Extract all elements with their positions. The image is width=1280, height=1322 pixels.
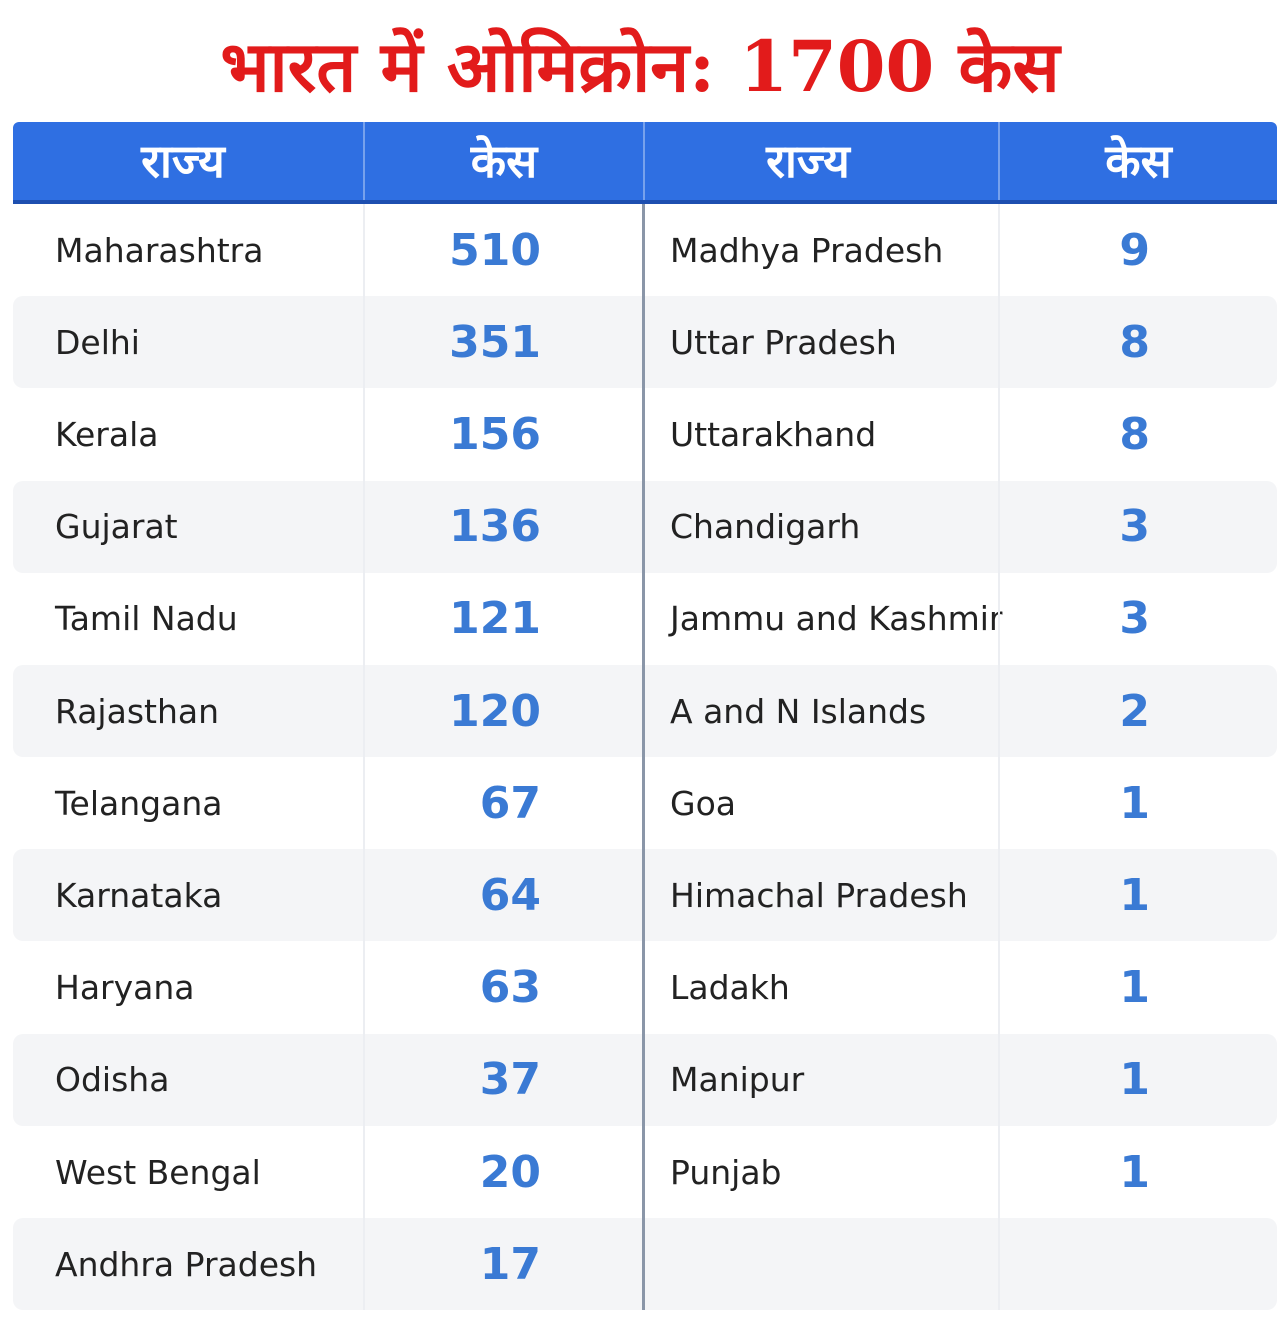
state-name: Punjab bbox=[670, 1152, 782, 1192]
page-title: भारत में ओमिक्रोन: 1700 केस bbox=[220, 25, 1060, 108]
state-name: Gujarat bbox=[55, 507, 178, 547]
state-name: Karnataka bbox=[55, 875, 223, 915]
table-row: Gujarat 136 Chandigarh 3 bbox=[13, 480, 1277, 573]
case-count: 1 bbox=[1119, 962, 1150, 1014]
state-name: Uttar Pradesh bbox=[670, 322, 897, 362]
header-state-left: राज्य bbox=[141, 134, 225, 188]
state-name: Kerala bbox=[55, 414, 159, 454]
state-name: A and N Islands bbox=[670, 691, 927, 731]
case-count: 1 bbox=[1119, 869, 1150, 921]
state-name: Uttarakhand bbox=[670, 414, 877, 454]
table-row: Karnataka 64 Himachal Pradesh 1 bbox=[13, 849, 1277, 942]
state-name: Haryana bbox=[55, 968, 195, 1008]
case-count: 1 bbox=[1119, 1054, 1150, 1106]
table-header: राज्य केस राज्य केस bbox=[13, 122, 1277, 204]
state-name: Ladakh bbox=[670, 968, 790, 1008]
table-body: Maharashtra 510 Madhya Pradesh 9 Delhi 351 Utt… bbox=[13, 204, 1277, 1311]
case-count: 1 bbox=[1119, 777, 1150, 829]
case-count: 64 bbox=[479, 869, 541, 921]
case-count: 17 bbox=[479, 1238, 541, 1290]
state-name: Manipur bbox=[670, 1060, 805, 1100]
case-count: 351 bbox=[449, 316, 541, 368]
case-count: 8 bbox=[1119, 316, 1150, 368]
case-count: 2 bbox=[1119, 685, 1150, 737]
header-cases-right: केस bbox=[1105, 134, 1172, 188]
column-divider bbox=[363, 204, 365, 1310]
table-row: Haryana 63 Ladakh 1 bbox=[13, 942, 1277, 1034]
state-name: Telangana bbox=[55, 783, 223, 823]
state-name: Chandigarh bbox=[670, 507, 861, 547]
table-row: Telangana 67 Goa 1 bbox=[13, 757, 1277, 849]
table-row: Rajasthan 120 A and N Islands 2 bbox=[13, 665, 1277, 757]
state-name: Andhra Pradesh bbox=[55, 1244, 318, 1284]
table-row: Tamil Nadu 121 Jammu and Kashmir 3 bbox=[13, 573, 1277, 665]
state-name: Tamil Nadu bbox=[55, 599, 238, 639]
state-name: Odisha bbox=[55, 1060, 170, 1100]
case-count: 120 bbox=[449, 685, 541, 737]
state-name: Delhi bbox=[55, 322, 140, 362]
state-name: Goa bbox=[670, 783, 736, 823]
table-row: Odisha 37 Manipur 1 bbox=[13, 1033, 1277, 1126]
column-divider bbox=[998, 204, 1000, 1310]
state-name: Rajasthan bbox=[55, 691, 220, 731]
case-count: 1 bbox=[1119, 1146, 1150, 1198]
case-count: 63 bbox=[479, 962, 541, 1014]
case-count: 37 bbox=[479, 1054, 541, 1106]
state-name: Himachal Pradesh bbox=[670, 875, 968, 915]
table-row: Andhra Pradesh 17 bbox=[13, 1218, 1277, 1311]
case-count: 121 bbox=[449, 593, 541, 645]
state-name: Maharashtra bbox=[55, 230, 264, 270]
center-divider bbox=[642, 204, 645, 1310]
case-count: 136 bbox=[449, 501, 541, 553]
omicron-cases-table: राज्य केस राज्य केस Maharashtra 510 Madhya… bbox=[13, 122, 1277, 1311]
table-row: West Bengal 20 Punjab 1 bbox=[13, 1126, 1277, 1218]
case-count: 3 bbox=[1119, 593, 1150, 645]
header-divider bbox=[998, 122, 1000, 200]
table-row: Kerala 156 Uttarakhand 8 bbox=[13, 388, 1277, 480]
header-divider bbox=[363, 122, 365, 200]
table-row: Delhi 351 Uttar Pradesh 8 bbox=[13, 296, 1277, 389]
header-cases-left: केस bbox=[470, 134, 538, 188]
case-count: 20 bbox=[479, 1146, 541, 1198]
state-name: West Bengal bbox=[55, 1152, 261, 1192]
state-name: Madhya Pradesh bbox=[670, 230, 944, 270]
case-count: 156 bbox=[449, 408, 541, 460]
table-row: Maharashtra 510 Madhya Pradesh 9 bbox=[13, 204, 1277, 296]
header-state-right: राज्य bbox=[766, 134, 850, 188]
case-count: 8 bbox=[1119, 408, 1150, 460]
state-name: Jammu and Kashmir bbox=[670, 599, 1003, 639]
case-count: 9 bbox=[1119, 224, 1150, 276]
case-count: 67 bbox=[479, 777, 541, 829]
case-count: 3 bbox=[1119, 501, 1150, 553]
header-divider bbox=[643, 122, 645, 200]
case-count: 510 bbox=[449, 224, 541, 276]
